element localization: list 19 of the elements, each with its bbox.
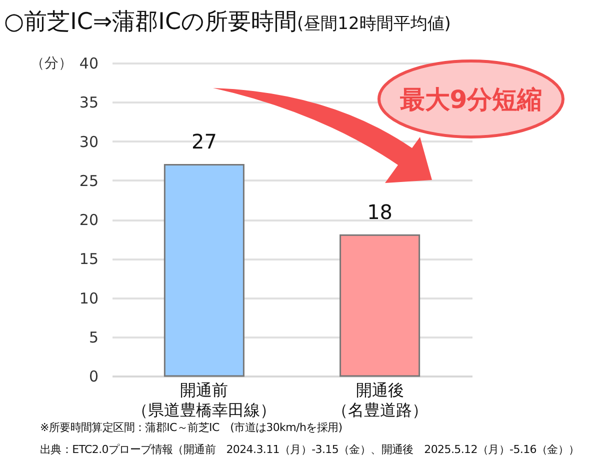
y-tick-label: 20 [79,211,98,229]
chart-subtitle: (昼間12時間平均値) [297,14,451,34]
chart-title: ○前芝IC⇒蒲郡ICの所要時間 [4,9,298,35]
y-tick-label: 35 [79,94,98,112]
x-tick-label: 開通前（県道豊橋幸田線） [132,380,276,420]
y-tick-label: 30 [79,132,98,151]
y-axis-title: （分） [30,56,72,72]
text: ※所要時間算定区間：蒲郡IC～前芝IC (市道は30km/hを採用) [40,420,342,435]
source-note: 出典：ETC2.0プローブ情報（開通前 2024.3.11（月）-3.15（金）、開通後 2025.5.12（月）-5.16（金）） [40,442,580,457]
y-tick-label: 5 [88,328,98,346]
y-tick-label: 10 [79,289,98,308]
x-tick-label: 開通後（名豊道路） [332,380,428,420]
y-tick-label: 0 [88,368,98,386]
y-tick-label: 25 [79,172,98,190]
data-label: 18 [367,200,393,224]
annotation: 最大9分短縮 [398,84,544,116]
data-label: 27 [191,130,217,154]
y-tick-label: 15 [79,250,98,268]
y-tick-label: 40 [79,54,98,72]
